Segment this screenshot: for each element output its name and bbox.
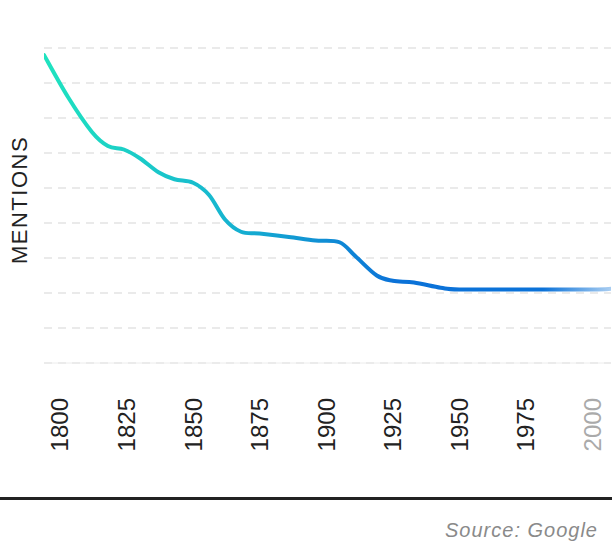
grid-line: [44, 362, 611, 364]
grid-line: [44, 187, 611, 189]
x-tick-labels: 1800 1825 1850 1875 1900 1925 1950 1975 2000: [46, 398, 605, 451]
x-tick-label: 1950: [446, 398, 473, 451]
line: [44, 55, 611, 290]
x-tick-label: 1925: [379, 398, 406, 451]
x-tick-label: 1850: [180, 398, 207, 451]
x-tick-label: 1975: [512, 398, 539, 451]
x-tick-label: 2000: [579, 398, 606, 451]
grid-line: [44, 292, 611, 294]
grid-line: [44, 327, 611, 329]
chart-root: MENTIONS 1800 1825 1850 1875 1900 1925 1950 1975…: [0, 0, 612, 544]
x-tick-label: 1900: [313, 398, 340, 451]
x-tick-label: 1875: [246, 398, 273, 451]
plot-area: [44, 55, 611, 290]
grid-line: [44, 222, 611, 224]
grid-line: [44, 117, 611, 119]
grid-line: [44, 47, 611, 49]
x-axis-line: [44, 363, 611, 364]
separator: [0, 497, 612, 500]
y-axis-label: MENTIONS: [7, 136, 32, 264]
grid: [44, 48, 611, 363]
x-tick-label: 1800: [46, 398, 73, 451]
grid-line: [44, 257, 611, 259]
chart: MENTIONS 1800 1825 1850 1875 1900 1925 1950 1975…: [0, 0, 612, 544]
source: Source: Google: [445, 519, 598, 541]
x-tick-label: 1825: [113, 398, 140, 451]
grid-line: [44, 82, 611, 84]
